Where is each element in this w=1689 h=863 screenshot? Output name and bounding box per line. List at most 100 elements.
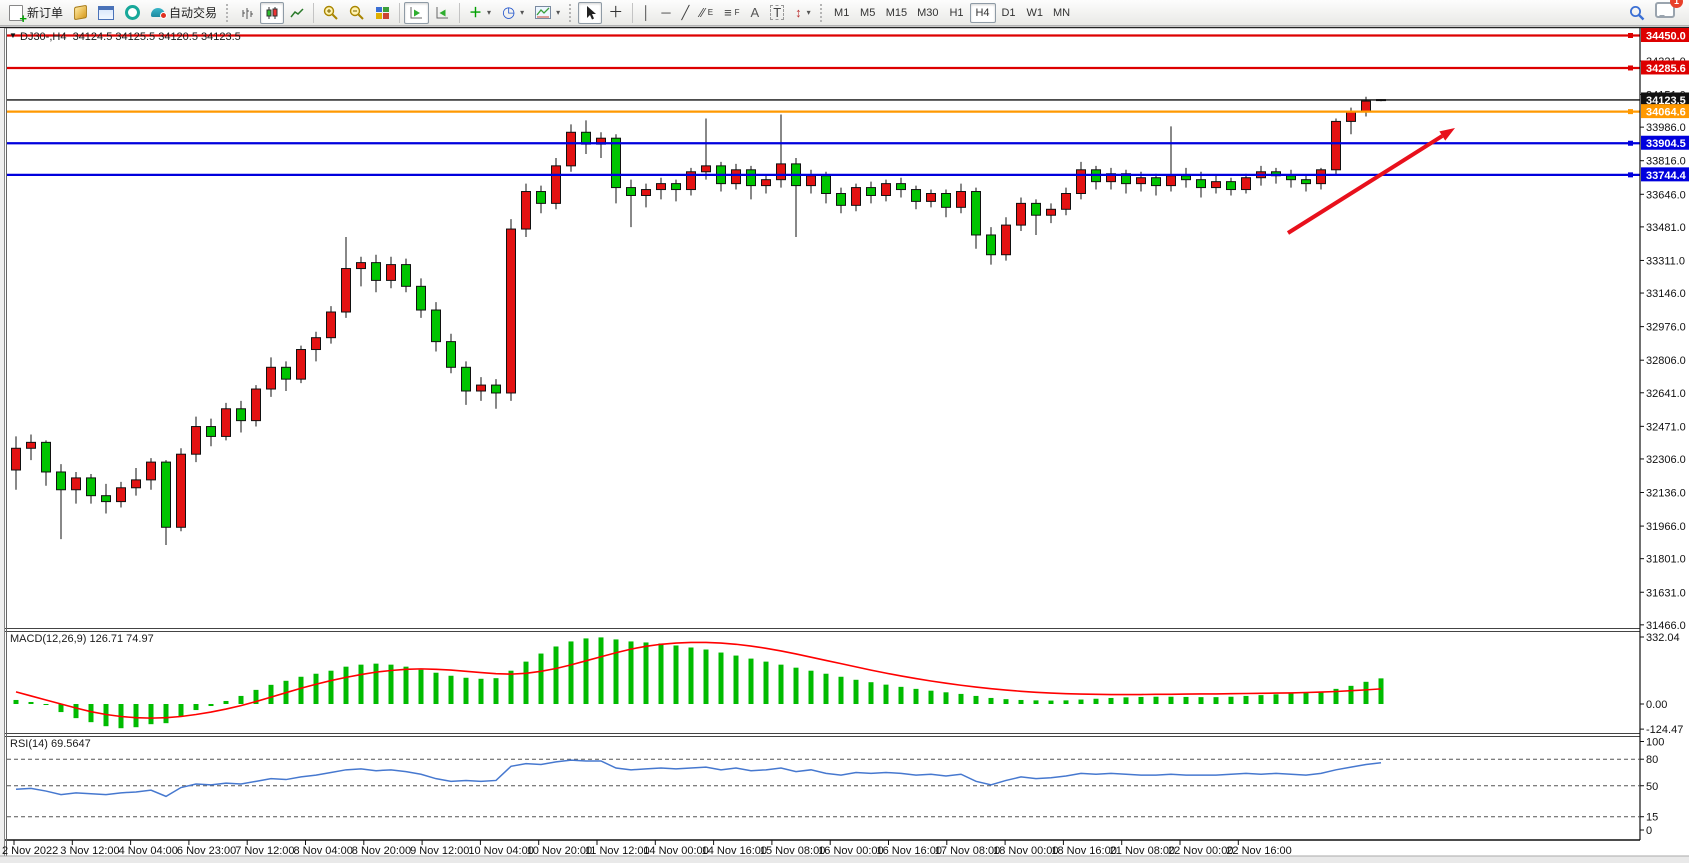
fibonacci-icon: ≡ <box>724 4 732 20</box>
timeframe-m30-button[interactable]: M30 <box>912 3 943 23</box>
candle-body <box>746 169 756 187</box>
macd-histogram-bar <box>733 655 739 704</box>
macd-histogram-bar <box>553 646 559 704</box>
candle-body <box>26 441 36 449</box>
time-label: 22 Nov 16:00 <box>1226 845 1291 857</box>
timeframe-h1-button[interactable]: H1 <box>944 3 970 23</box>
timeframe-h4-button[interactable]: H4 <box>969 2 996 23</box>
macd-histogram-bar <box>1108 697 1114 704</box>
macd-histogram-bar <box>58 704 64 713</box>
zoom-out-button[interactable] <box>344 2 369 24</box>
auto-trading-label: 自动交易 <box>169 6 218 20</box>
macd-histogram-bar <box>1153 696 1159 704</box>
auto-scroll-button[interactable] <box>404 1 430 24</box>
price-tick-label: 33646.0 <box>1646 189 1686 201</box>
vertical-line-icon: │ <box>642 4 651 20</box>
macd-histogram-bar <box>628 641 634 704</box>
price-badge <box>1641 104 1689 119</box>
candle-body <box>611 137 621 189</box>
price-badge-label: 33904.5 <box>1646 138 1686 150</box>
toolbar-drag-handle[interactable] <box>226 3 231 22</box>
chart-shift-button[interactable] <box>430 2 455 24</box>
chat-button[interactable]: 1 <box>1655 0 1683 23</box>
macd-histogram-bar <box>1018 699 1024 704</box>
horizontal-line-button[interactable]: ─ <box>656 2 675 24</box>
one-click-trading-toggle[interactable]: ▼ <box>9 31 17 40</box>
macd-signal-line <box>15 641 1382 719</box>
price-tick-label: 31966.0 <box>1646 521 1686 533</box>
macd-histogram-bar <box>463 677 469 704</box>
macd-histogram-bar <box>988 697 994 704</box>
new-order-label: 新订单 <box>27 6 64 20</box>
timeframe-w1-button[interactable]: W1 <box>1022 3 1049 23</box>
candle-body <box>431 309 441 343</box>
new-chart-button[interactable] <box>93 2 119 24</box>
equidistant-channel-button[interactable]: ∕∕ E <box>695 2 718 24</box>
market-watch-button[interactable] <box>69 2 92 24</box>
toolbar-separator <box>459 2 461 23</box>
macd-histogram-bar <box>1123 697 1129 704</box>
signals-button[interactable] <box>120 2 145 24</box>
indicators-button[interactable]: ＋ ▾ <box>464 2 496 24</box>
macd-histogram-bar <box>508 670 514 704</box>
timeframe-m5-button[interactable]: M5 <box>855 3 881 23</box>
price-chart-canvas[interactable]: 34321.034151.033986.033816.033646.033481… <box>0 26 1689 863</box>
candle-body <box>251 388 261 422</box>
candle-body <box>131 479 141 489</box>
candle-body <box>401 264 411 287</box>
price-badge-label: 34450.0 <box>1646 31 1686 43</box>
tile-windows-button[interactable] <box>370 2 395 24</box>
candlestick-chart-button[interactable] <box>260 1 285 24</box>
macd-histogram-bar <box>73 704 79 719</box>
macd-histogram-bar <box>1063 700 1069 704</box>
line-chart-button[interactable] <box>285 2 309 24</box>
macd-tick-label: 0.00 <box>1646 699 1667 711</box>
new-order-button[interactable]: 新订单 <box>4 2 68 26</box>
candle-body <box>821 175 831 195</box>
candle-body <box>1106 173 1116 183</box>
timeframe-d1-button[interactable]: D1 <box>996 3 1022 23</box>
macd-histogram-bar <box>523 661 529 704</box>
macd-histogram-bar <box>478 678 484 704</box>
macd-histogram-bar <box>808 670 814 704</box>
timeframe-m15-button[interactable]: M15 <box>881 3 912 23</box>
fibonacci-sub-label: F <box>734 8 740 17</box>
auto-trading-button[interactable]: 自动交易 <box>146 2 222 24</box>
candle-body <box>1241 177 1251 191</box>
vertical-line-button[interactable]: │ <box>637 2 655 24</box>
candlestick-chart-icon <box>266 6 278 19</box>
zoom-in-button[interactable] <box>318 2 343 24</box>
price-tick-label: 32306.0 <box>1646 454 1686 466</box>
macd-histogram-bar <box>943 692 949 704</box>
line-handle <box>1628 172 1633 178</box>
candle-body <box>956 191 966 208</box>
text-label-button[interactable]: T <box>765 2 789 24</box>
candle-body <box>671 183 681 191</box>
candle-body <box>926 193 936 202</box>
macd-histogram-bar <box>178 704 184 717</box>
chat-icon <box>1655 2 1675 18</box>
search-icon[interactable] <box>1629 5 1645 21</box>
text-tool-button[interactable]: A <box>746 2 765 24</box>
macd-histogram-bar <box>958 693 964 704</box>
trendline-button[interactable]: ╱ <box>677 2 695 24</box>
timeframe-m1-button[interactable]: M1 <box>829 3 855 23</box>
toolbar-drag-handle[interactable] <box>569 3 574 22</box>
templates-button[interactable]: ▾ <box>530 2 565 24</box>
bar-chart-button[interactable] <box>235 2 259 24</box>
fibonacci-button[interactable]: ≡ F <box>719 2 744 24</box>
timeframe-mn-button[interactable]: MN <box>1048 3 1075 23</box>
macd-histogram-bar <box>1303 692 1309 704</box>
time-label: 11 Nov 12:00 <box>585 845 650 857</box>
crosshair-button[interactable]: ＋ <box>603 2 628 24</box>
macd-histogram-bar <box>1243 695 1249 704</box>
candle-body <box>1121 173 1131 185</box>
toolbar-drag-handle[interactable] <box>819 3 825 22</box>
price-tick-label: 32976.0 <box>1646 322 1686 334</box>
cursor-button[interactable] <box>578 1 603 24</box>
candle-body <box>1136 177 1146 185</box>
time-label: 14 Nov 00:00 <box>643 845 708 857</box>
periods-button[interactable]: ◷ ▾ <box>497 2 529 24</box>
macd-histogram-bar <box>763 661 769 704</box>
arrows-tool-button[interactable]: ↕ ▾ <box>790 2 816 24</box>
